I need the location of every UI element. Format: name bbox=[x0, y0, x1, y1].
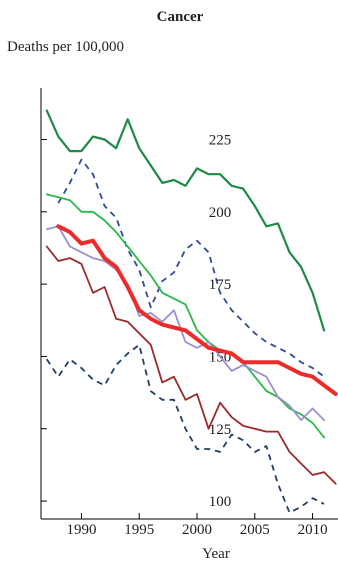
y-axis-label: Deaths per 100,000 bbox=[7, 39, 124, 55]
x-tick-label: 1990 bbox=[66, 522, 96, 538]
series-group bbox=[45, 109, 338, 514]
y-tick-label: 225 bbox=[209, 132, 232, 148]
series-line bbox=[45, 225, 326, 422]
y-tick-label: 125 bbox=[209, 422, 232, 438]
series-line bbox=[46, 343, 325, 514]
y-tick-label: 100 bbox=[209, 494, 232, 510]
y-tick-label: 175 bbox=[209, 277, 232, 293]
series-line bbox=[57, 158, 325, 378]
x-tick-label: 2000 bbox=[182, 522, 212, 538]
chart-title: Cancer bbox=[157, 9, 204, 25]
x-tick-label: 1995 bbox=[124, 522, 154, 538]
series-line bbox=[45, 245, 337, 485]
x-axis-label: Year bbox=[202, 546, 230, 562]
x-tick-group: 1990 1995 2000 2005 2010 bbox=[66, 513, 328, 538]
series-line bbox=[45, 109, 326, 332]
y-tick-label: 200 bbox=[209, 205, 232, 221]
x-tick-label: 2010 bbox=[298, 522, 328, 538]
series-line bbox=[56, 224, 338, 396]
x-tick-label: 2005 bbox=[240, 522, 270, 538]
